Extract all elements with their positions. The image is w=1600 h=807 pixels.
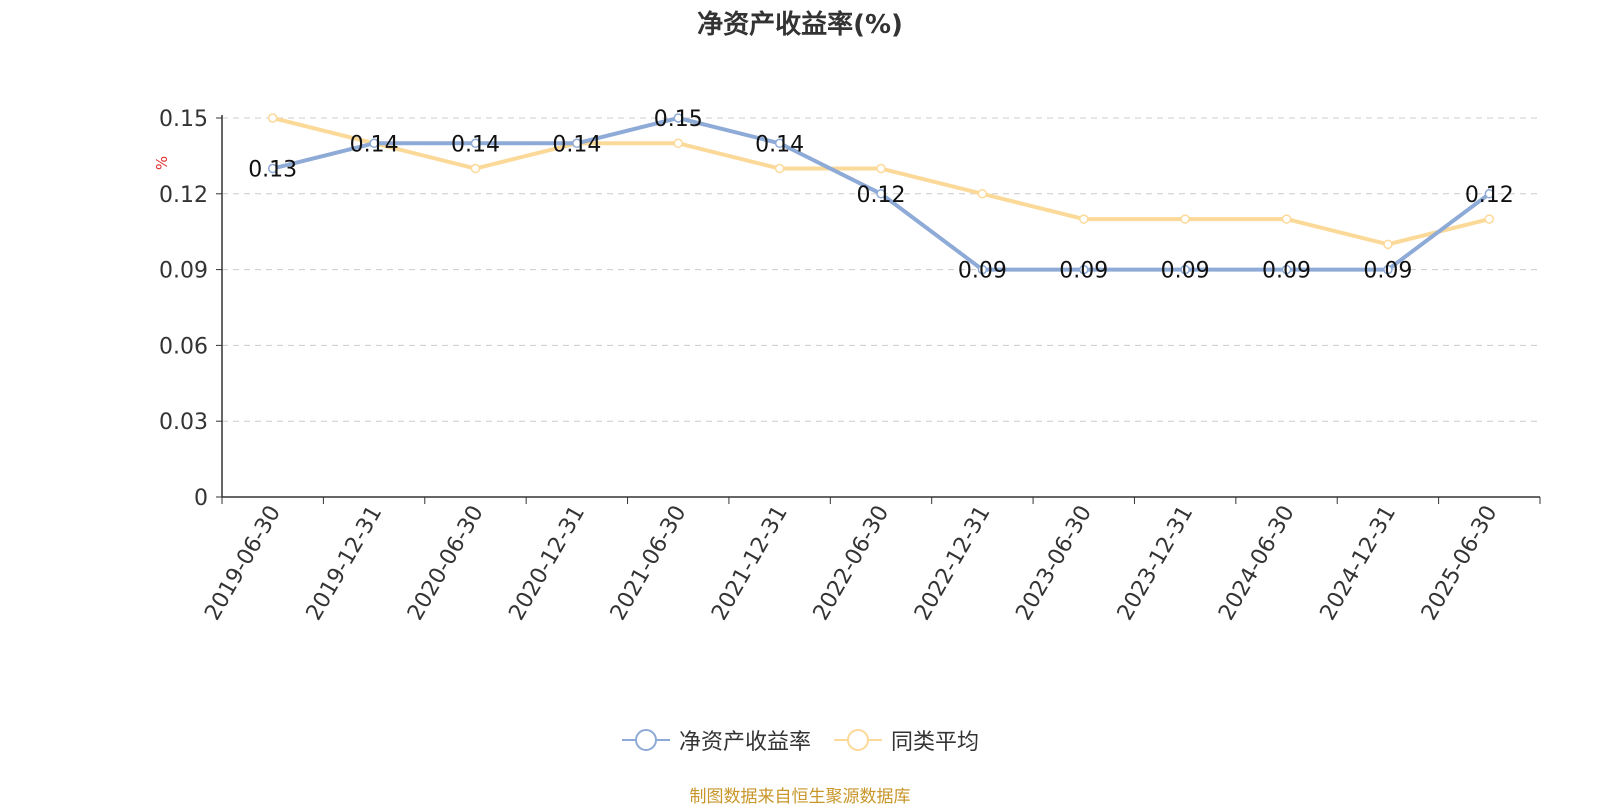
data-label: 0.14 (451, 132, 500, 157)
data-label: 0.14 (350, 132, 399, 157)
data-label: 0.12 (1465, 183, 1514, 208)
data-point-roe (267, 163, 278, 174)
data-label: 0.12 (857, 183, 906, 208)
x-tick-label: 2023-06-30 (1011, 502, 1097, 625)
data-point-roe (1383, 264, 1393, 275)
data-point-peer-average (1079, 214, 1089, 224)
data-point-peer-average (1180, 214, 1190, 224)
data-label: 0.09 (1363, 259, 1412, 284)
legend-item-peer-average[interactable]: 同类平均 (833, 724, 979, 756)
data-label: 0.15 (654, 107, 703, 132)
series-layer (267, 113, 1495, 275)
data-label: 0.14 (755, 132, 804, 157)
data-point-peer-average (1383, 239, 1393, 250)
legend-line-circle-icon (834, 729, 882, 751)
x-tick-label: 2019-12-31 (302, 502, 388, 625)
legend: 净资产收益率 同类平均 (0, 722, 1600, 758)
y-tick-label: 0 (194, 486, 208, 511)
data-label: 0.14 (552, 132, 601, 157)
data-point-roe (369, 138, 379, 149)
data-point-peer-average (470, 163, 481, 174)
data-label: 0.09 (1059, 259, 1108, 284)
data-point-peer-average (977, 189, 988, 199)
y-tick-label: 0.09 (159, 259, 208, 284)
data-point-roe (774, 138, 785, 149)
data-point-roe (1281, 264, 1292, 275)
data-point-roe (1180, 264, 1190, 275)
data-source-note: 制图数据来自恒生聚源数据库 (689, 787, 911, 807)
legend-line-circle-icon (621, 729, 670, 751)
data-point-peer-average (1281, 214, 1292, 224)
data-label: 0.09 (958, 259, 1007, 284)
data-label: 0.09 (1161, 259, 1210, 284)
x-tick-label: 2024-12-31 (1316, 502, 1402, 625)
x-tick-label: 2021-12-31 (707, 502, 793, 625)
data-point-peer-average (267, 113, 278, 123)
y-tick-label: 0.15 (159, 107, 208, 132)
data-label-layer: 0.13 0.14 0.14 0.14 0.15 0.14 0.12 0.09 0.09 0.09… (248, 107, 1514, 284)
data-point-peer-average (876, 163, 886, 174)
x-tick-label: 2023-12-31 (1113, 502, 1199, 625)
x-tick-label: 2021-06-30 (606, 502, 692, 625)
x-tick-label: 2019-06-30 (200, 502, 286, 625)
legend-label-roe: 净资产收益率 (678, 730, 811, 755)
chart-title: 净资产收益率(%) (697, 10, 903, 40)
axis-layer: 0 0.03 0.06 0.09 0.12 0.15% 2019-06-30 2019-12-… (153, 107, 1541, 625)
data-point-peer-average (774, 163, 785, 174)
data-point-roe (876, 189, 886, 199)
y-tick-label: 0.06 (159, 334, 208, 359)
data-point-peer-average (1484, 214, 1495, 224)
y-axis-label: % (153, 156, 171, 170)
data-point-peer-average (673, 138, 683, 149)
x-tick-label: 2025-06-30 (1417, 502, 1503, 625)
x-tick-label: 2020-12-31 (504, 502, 590, 625)
x-tick-label: 2022-12-31 (910, 502, 996, 625)
data-point-roe (977, 264, 988, 275)
data-label: 0.13 (248, 158, 297, 183)
y-tick-label: 0.12 (159, 183, 208, 208)
legend-label-peer-average: 同类平均 (891, 730, 980, 755)
y-tick-label: 0.03 (159, 410, 208, 435)
data-point-roe (1079, 264, 1089, 275)
x-tick-label: 2022-06-30 (809, 502, 895, 625)
legend-item-roe[interactable]: 净资产收益率 (621, 724, 811, 756)
data-point-roe (1484, 189, 1495, 199)
x-tick-label: 2020-06-30 (403, 502, 489, 625)
x-tick-label: 2024-06-30 (1214, 502, 1300, 625)
data-point-roe (470, 138, 481, 149)
data-label: 0.09 (1262, 259, 1311, 284)
data-point-roe (572, 138, 582, 149)
data-point-roe (673, 113, 683, 123)
